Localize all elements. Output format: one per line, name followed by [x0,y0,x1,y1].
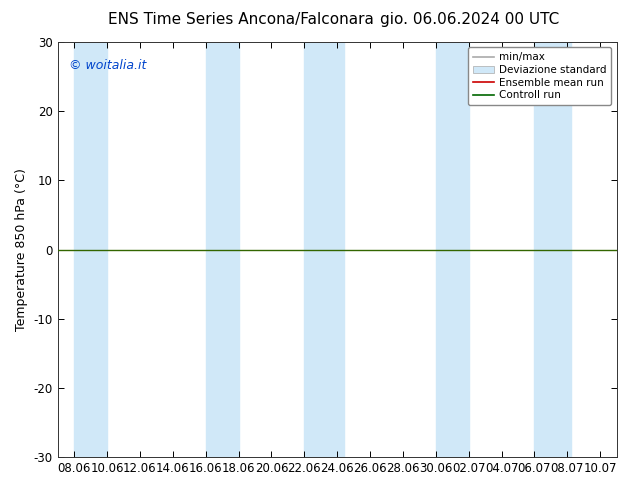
Text: gio. 06.06.2024 00 UTC: gio. 06.06.2024 00 UTC [380,12,559,27]
Legend: min/max, Deviazione standard, Ensemble mean run, Controll run: min/max, Deviazione standard, Ensemble m… [467,47,612,105]
Bar [205,42,238,457]
Bar [304,42,344,457]
Bar [534,42,571,457]
Bar [436,42,469,457]
Bar [74,42,107,457]
Y-axis label: Temperature 850 hPa (°C): Temperature 850 hPa (°C) [15,168,28,331]
Text: © woitalia.it: © woitalia.it [69,59,146,72]
Text: ENS Time Series Ancona/Falconara: ENS Time Series Ancona/Falconara [108,12,374,27]
